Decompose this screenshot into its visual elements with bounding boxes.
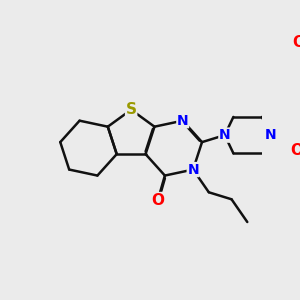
Text: N: N bbox=[219, 128, 230, 142]
Text: O: O bbox=[152, 193, 164, 208]
Text: N: N bbox=[187, 163, 199, 177]
Text: O: O bbox=[292, 35, 300, 50]
Text: S: S bbox=[126, 102, 136, 117]
Text: N: N bbox=[177, 114, 188, 128]
Text: O: O bbox=[290, 143, 300, 158]
Text: N: N bbox=[265, 128, 276, 142]
